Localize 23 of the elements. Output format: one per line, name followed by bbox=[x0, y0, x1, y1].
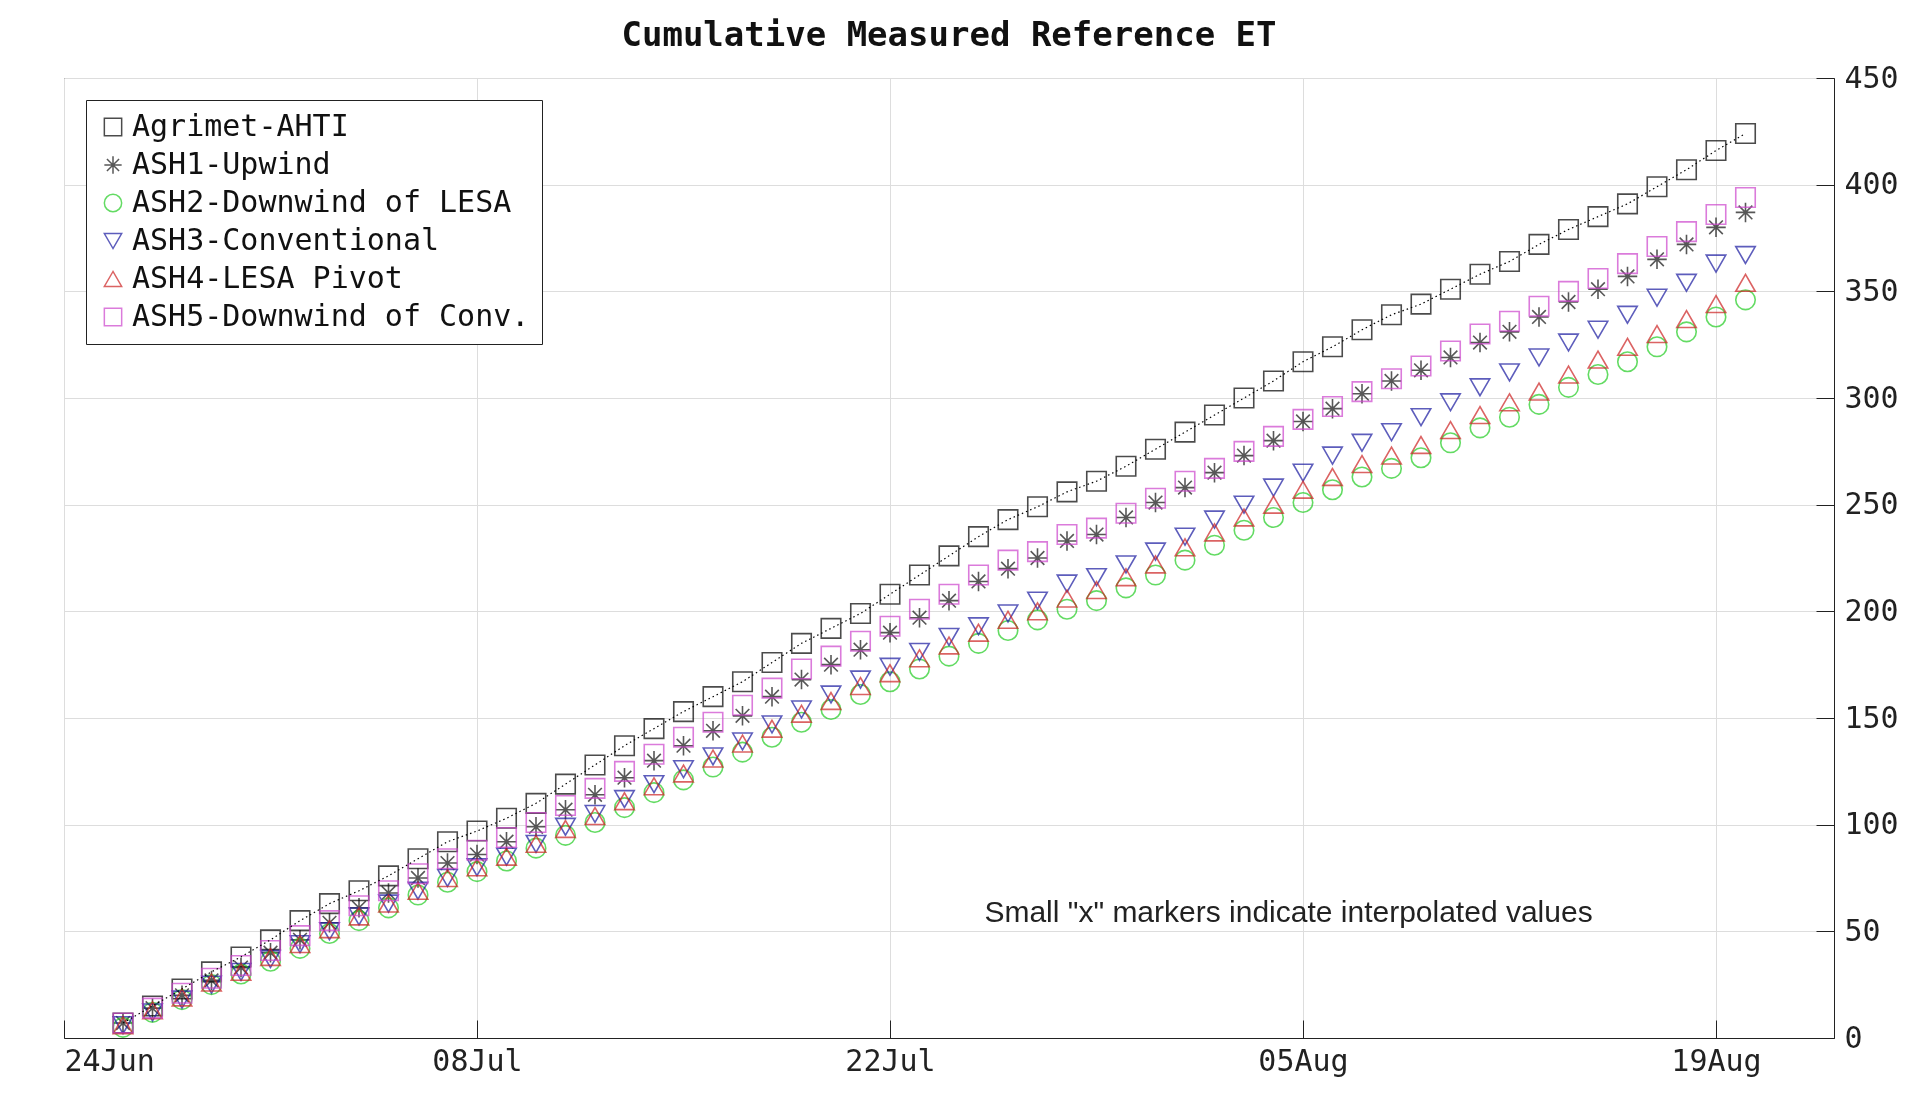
legend-label: ASH1-Upwind bbox=[132, 146, 331, 181]
y-tick-label: 250 bbox=[1844, 486, 1899, 522]
legend-label: ASH3-Conventional bbox=[132, 222, 440, 257]
legend-label: Agrimet-AHTI bbox=[132, 108, 349, 143]
x-tick-label: 22Jul bbox=[845, 1042, 936, 1078]
x-tick-label: 24Jun bbox=[64, 1042, 155, 1078]
chart-title: Cumulative Measured Reference ET bbox=[621, 14, 1277, 54]
x-tick-label: 08Jul bbox=[432, 1042, 523, 1078]
y-tick-label: 350 bbox=[1844, 272, 1899, 308]
y-tick-label: 400 bbox=[1844, 166, 1899, 202]
legend-label: ASH5-Downwind of Conv. bbox=[132, 298, 530, 333]
x-tick-label: 19Aug bbox=[1671, 1042, 1762, 1078]
annotation: Small "x" markers indicate interpolated values bbox=[984, 895, 1593, 929]
legend-label: ASH2-Downwind of LESA bbox=[132, 184, 512, 219]
y-tick-label: 50 bbox=[1844, 912, 1881, 948]
x-tick-label: 05Aug bbox=[1258, 1042, 1349, 1078]
y-tick-label: 0 bbox=[1844, 1019, 1863, 1055]
y-tick-label: 300 bbox=[1844, 379, 1899, 415]
y-tick-label: 150 bbox=[1844, 699, 1899, 735]
y-tick-label: 100 bbox=[1844, 806, 1899, 842]
y-tick-label: 450 bbox=[1844, 59, 1899, 95]
y-tick-label: 200 bbox=[1844, 592, 1899, 628]
legend-label: ASH4-LESA Pivot bbox=[132, 260, 403, 295]
